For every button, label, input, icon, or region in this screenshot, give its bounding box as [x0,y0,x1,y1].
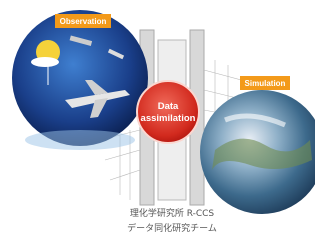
data-assimilation-circle [137,81,199,143]
observation-label: Observation [60,17,107,26]
simulation-label: Simulation [245,79,286,88]
credit-line: 理化学研究所 R-CCS [130,207,215,219]
credit-line: データ同化研究チーム [127,222,217,234]
data-assimilation-label: assimilation [141,113,196,124]
observation-globe [12,10,148,150]
illustration: Observation Simulation Data assimilation… [0,0,315,240]
data-assimilation-label: Data [158,101,179,112]
simulation-globe [200,90,315,214]
page: {"labels": {"observation": "Observation"… [0,0,315,240]
